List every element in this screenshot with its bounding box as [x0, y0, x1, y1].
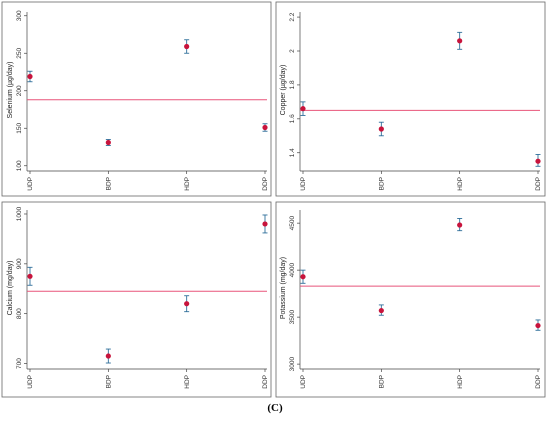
panel-3-y-tick-label: 1000 [16, 206, 23, 221]
panel-2-data-point [378, 126, 384, 132]
panel-2-x-tick-label: UDP [300, 177, 307, 191]
panel-4-x-tick-label: DDP [535, 375, 542, 389]
panel-4-data-point [535, 322, 541, 329]
panel-3-x-tick-label: DDP [262, 375, 269, 389]
panel-2-y-tick-label: 1.4 [289, 148, 296, 157]
panel-2-data-point [535, 158, 541, 164]
panel-4-y-tick-label: 4000 [289, 263, 296, 278]
panel-4-y-tick-label: 4500 [289, 216, 296, 231]
panel-3-y-tick-label: 800 [16, 308, 23, 319]
panel-3-y-tick-label: 900 [16, 258, 23, 269]
panel-1-y-tick-label: 200 [16, 85, 23, 96]
panel-1-y-tick-label: 100 [16, 160, 23, 171]
panel-2-x-tick-label: HDP [457, 177, 464, 191]
panel-2-data-point [300, 106, 306, 112]
panel-3-data-point [105, 353, 111, 359]
panel-3-x-tick-label: BDP [106, 375, 113, 388]
panel-1-y-axis-label: Selenium (µg/day) [7, 62, 14, 119]
panel-2-y-tick-label: 2 [289, 49, 296, 53]
chart-grid: 100 150 200 250 300 Selenium (µg/day) UDP BDP HD… [1, 1, 546, 398]
panel-3-data-point [184, 301, 190, 307]
figure-caption: (C) [267, 402, 283, 414]
panel-2-y-tick-label: 1.8 [289, 80, 296, 89]
panel-3-frame [1, 201, 272, 398]
panel-1-data-point [27, 73, 33, 80]
panel-4-frame [275, 201, 546, 398]
panel-3-data-point [262, 221, 268, 227]
panel-2-y-tick-label: 1.6 [289, 114, 296, 123]
panel-3-data-point [27, 273, 33, 279]
panel-1-frame [1, 1, 272, 197]
panel-1-y-tick-label: 250 [16, 47, 23, 58]
panel-4-x-tick-label: BDP [379, 375, 386, 388]
panel-2-y-axis-label: Copper (µg/day) [280, 65, 287, 116]
panel-4-x-tick-label: UDP [300, 375, 307, 389]
panel-2-frame [275, 1, 546, 197]
panel-1-y-tick-label: 300 [16, 10, 23, 21]
panel-2-x-tick-label: DDP [535, 177, 542, 191]
panel-1-y-tick-label: 150 [16, 122, 23, 133]
panel-4-y-axis-label: Potassium (mg/day) [280, 257, 287, 319]
panel-2-y-tick-label: 2.2 [289, 12, 296, 21]
panel-4-y-tick-label: 3500 [289, 310, 296, 325]
panel-1-data-point [105, 139, 111, 146]
panel-4-y-tick-label: 3000 [289, 357, 296, 372]
panel-2-data-point [457, 38, 463, 44]
panel-3-x-tick-label: UDP [27, 375, 34, 389]
panel-3-y-axis-label: Calcium (mg/day) [7, 261, 14, 316]
panel-2-x-tick-label: BDP [379, 177, 386, 190]
panel-3-y-tick-label: 700 [16, 358, 23, 369]
panel-1-data-point [184, 43, 190, 50]
panel-1-data-point [262, 124, 268, 131]
panel-3-x-tick-label: HDP [184, 375, 191, 389]
panel-4-data-point [457, 222, 463, 228]
panel-4-x-tick-label: HDP [457, 375, 464, 389]
panel-1-x-tick-label: HDP [184, 177, 191, 191]
panel-4-data-point [300, 274, 306, 280]
panel-4-data-point [378, 307, 384, 314]
panel-1-x-tick-label: DDP [262, 177, 269, 191]
panel-1-x-tick-label: BDP [106, 177, 113, 190]
panel-1-x-tick-label: UDP [27, 177, 34, 191]
